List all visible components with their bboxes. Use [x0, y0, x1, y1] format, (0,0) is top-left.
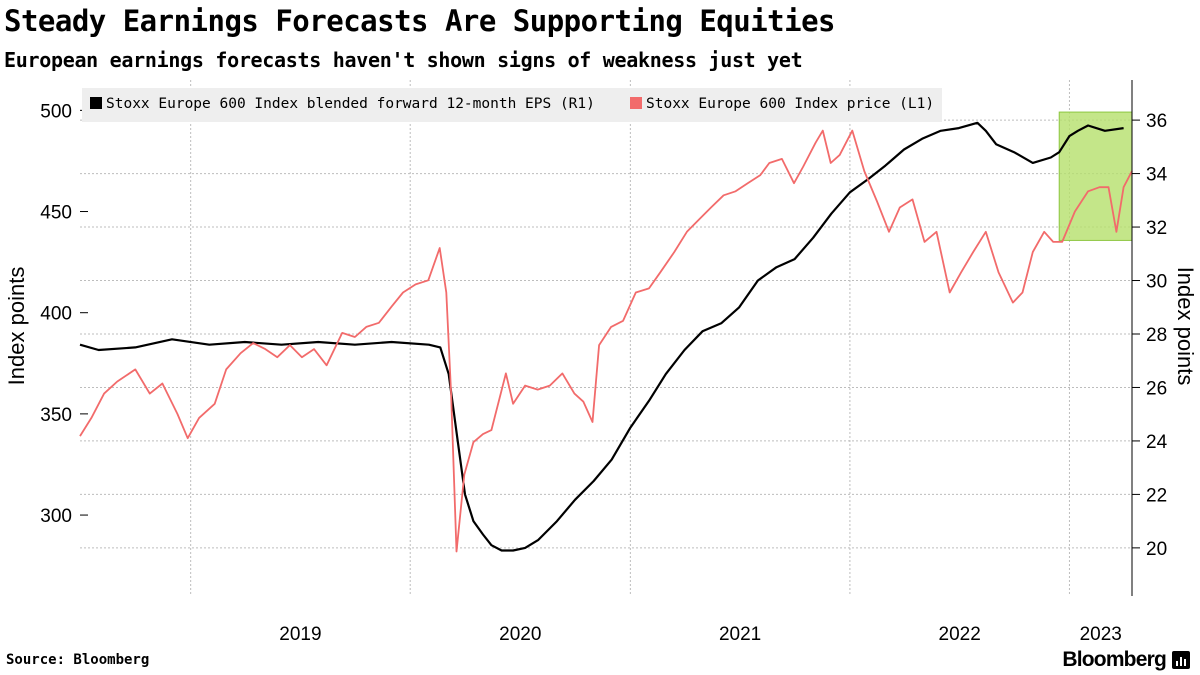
y-left-tick-label-400: 400	[40, 304, 72, 325]
y-right-tick-label-28: 28	[1146, 325, 1167, 346]
legend-background	[82, 88, 942, 122]
y-right-tick-label-32: 32	[1146, 218, 1167, 239]
y-left-tick-label-300: 300	[40, 506, 72, 527]
y-right-tick-label-24: 24	[1146, 432, 1168, 453]
y-left-tick-label-500: 500	[40, 101, 72, 122]
legend-swatch-eps	[90, 97, 102, 109]
grid-lines	[80, 80, 1132, 596]
x-tick-label-2020: 2020	[499, 624, 541, 645]
series-line-price	[79, 129, 1133, 553]
y-right-tick-label-36: 36	[1146, 111, 1167, 132]
x-tick-label-2021: 2021	[719, 624, 761, 645]
x-tick-label-2019: 2019	[279, 624, 321, 645]
source-note: Source: Bloomberg	[6, 652, 150, 668]
legend-swatch-price	[630, 97, 642, 109]
legend-label-eps: Stoxx Europe 600 Index blended forward 1…	[106, 96, 595, 112]
y-right-tick-label-34: 34	[1146, 165, 1168, 186]
series-lines	[79, 121, 1133, 553]
y-axis-right-title: Index points	[1173, 267, 1198, 386]
bloomberg-logo: Bloomberg	[1062, 648, 1190, 672]
series-line-eps	[79, 121, 1124, 552]
chart-title: Steady Earnings Forecasts Are Supporting…	[4, 4, 836, 38]
y-right-tick-label-26: 26	[1146, 378, 1167, 399]
legend: Stoxx Europe 600 Index blended forward 1…	[82, 88, 942, 122]
y-right-tick-label-20: 20	[1146, 539, 1167, 560]
bloomberg-bars-icon	[1172, 651, 1190, 669]
x-tick-label-2022: 2022	[939, 624, 981, 645]
y-left-tick-label-450: 450	[40, 203, 72, 224]
y-right-tick-label-30: 30	[1146, 272, 1167, 293]
chart-subtitle: European earnings forecasts haven't show…	[4, 48, 803, 72]
brand-wordmark: Bloomberg	[1062, 648, 1166, 671]
y-left-tick-label-350: 350	[40, 405, 72, 426]
x-tick-label-2023: 2023	[1080, 624, 1122, 645]
legend-label-price: Stoxx Europe 600 Index price (L1)	[646, 96, 934, 112]
y-axis-left-title: Index points	[4, 267, 29, 386]
y-right-tick-label-22: 22	[1146, 485, 1167, 506]
